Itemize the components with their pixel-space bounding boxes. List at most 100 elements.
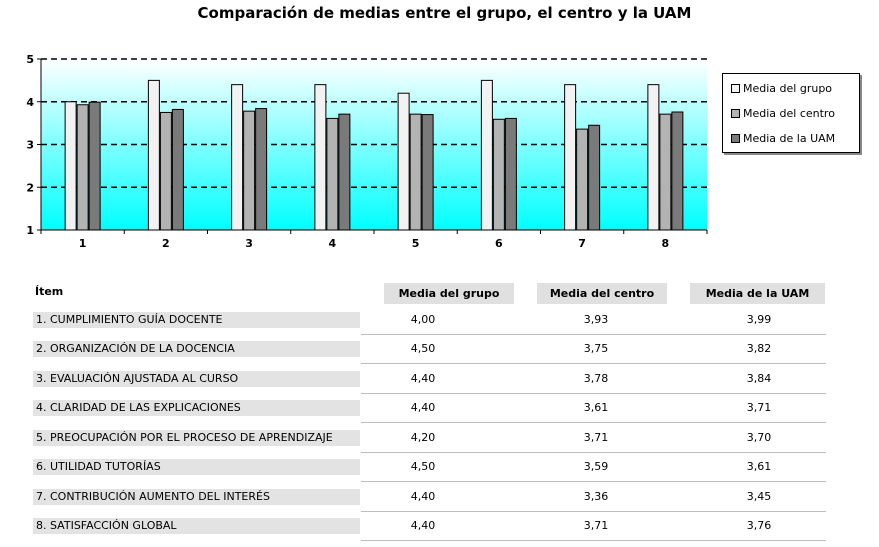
- bar: [659, 113, 672, 231]
- row-label: 1. CUMPLIMIENTO GUÍA DOCENTE: [33, 312, 360, 328]
- cell-uam: 3,45: [746, 490, 772, 503]
- y-tick-label: 5: [26, 53, 34, 66]
- legend-label: Media de la UAM: [743, 132, 836, 145]
- y-tick-label: 4: [26, 96, 34, 109]
- cell-centro: 3,75: [583, 342, 609, 355]
- table-row: 2. ORGANIZACIÓN DE LA DOCENCIA 4,50 3,75…: [0, 340, 879, 369]
- bar: [492, 118, 505, 231]
- table-row: 1. CUMPLIMIENTO GUÍA DOCENTE 4,00 3,93 3…: [0, 311, 879, 340]
- chart-legend: Media del grupo Media del centro Media de …: [722, 73, 860, 153]
- row-divider: [361, 481, 826, 482]
- row-label: 8. SATISFACCIÓN GLOBAL: [33, 518, 360, 534]
- bar: [171, 108, 184, 231]
- bar: [480, 79, 493, 231]
- bar: [421, 114, 434, 231]
- x-tick-label: 3: [245, 237, 253, 250]
- col-header-uam: Media de la UAM: [690, 283, 825, 304]
- bar: [255, 108, 268, 231]
- cell-uam: 3,84: [746, 372, 772, 385]
- cell-centro: 3,71: [583, 519, 609, 532]
- cell-uam: 3,71: [746, 401, 772, 414]
- row-divider: [361, 334, 826, 335]
- y-tick-label: 3: [26, 139, 34, 152]
- bar: [564, 84, 577, 231]
- cell-uam: 3,76: [746, 519, 772, 532]
- row-label: 4. CLARIDAD DE LAS EXPLICACIONES: [33, 400, 360, 416]
- x-tick-label: 6: [495, 237, 503, 250]
- legend-item: Media del grupo: [731, 82, 832, 95]
- legend-label: Media del centro: [743, 107, 835, 120]
- y-tick-label: 2: [26, 181, 34, 194]
- col-header-grupo: Media del grupo: [384, 283, 514, 304]
- row-label: 7. CONTRIBUCIÓN AUMENTO DEL INTERÉS: [33, 489, 360, 505]
- cell-centro: 3,78: [583, 372, 609, 385]
- y-tick-label: 1: [26, 224, 34, 237]
- bar: [671, 111, 684, 231]
- chart-title: Comparación de medias entre el grupo, el…: [197, 4, 692, 22]
- bar: [647, 84, 660, 231]
- col-header-centro: Media del centro: [537, 283, 667, 304]
- table-row: 3. EVALUACIÓN AJUSTADA AL CURSO 4,40 3,7…: [0, 370, 879, 399]
- table-row: 5. PREOCUPACIÓN POR EL PROCESO DE APREND…: [0, 429, 879, 458]
- cell-centro: 3,59: [583, 460, 609, 473]
- bar: [397, 92, 410, 231]
- x-tick-label: 8: [662, 237, 670, 250]
- cell-uam: 3,61: [746, 460, 772, 473]
- cell-grupo: 4,40: [410, 401, 436, 414]
- row-divider: [361, 540, 826, 541]
- x-tick-label: 4: [329, 237, 337, 250]
- row-divider: [361, 363, 826, 364]
- bar: [243, 110, 256, 231]
- bar: [88, 101, 101, 231]
- legend-item: Media del centro: [731, 107, 835, 120]
- legend-label: Media del grupo: [743, 82, 833, 95]
- cell-grupo: 4,40: [410, 372, 436, 385]
- legend-item: Media de la UAM: [731, 132, 835, 145]
- row-divider: [361, 393, 826, 394]
- table-row: 4. CLARIDAD DE LAS EXPLICACIONES 4,40 3,…: [0, 399, 879, 428]
- bar: [159, 111, 172, 231]
- bar: [64, 101, 77, 231]
- cell-uam: 3,82: [746, 342, 772, 355]
- cell-centro: 3,36: [583, 490, 609, 503]
- legend-swatch: [731, 134, 740, 143]
- bar: [147, 79, 160, 231]
- legend-swatch: [731, 109, 740, 118]
- bar: [231, 84, 244, 231]
- bar: [588, 124, 601, 231]
- table-row: 7. CONTRIBUCIÓN AUMENTO DEL INTERÉS 4,40…: [0, 488, 879, 517]
- table-header: Ítem Media del grupo Media del centro Me…: [0, 283, 879, 305]
- bar: [314, 84, 327, 231]
- cell-centro: 3,71: [583, 431, 609, 444]
- x-tick-label: 1: [79, 237, 87, 250]
- bar: [338, 113, 351, 231]
- bar: [504, 117, 517, 231]
- cell-grupo: 4,20: [410, 431, 436, 444]
- row-divider: [361, 452, 826, 453]
- row-label: 6. UTILIDAD TUTORÍAS: [33, 459, 360, 475]
- row-divider: [361, 422, 826, 423]
- x-tick-label: 2: [162, 237, 170, 250]
- cell-grupo: 4,40: [410, 519, 436, 532]
- cell-uam: 3,70: [746, 431, 772, 444]
- cell-uam: 3,99: [746, 313, 772, 326]
- legend-swatch: [731, 84, 740, 93]
- cell-centro: 3,61: [583, 401, 609, 414]
- x-tick-label: 5: [412, 237, 420, 250]
- item-column-header: Ítem: [35, 285, 64, 298]
- cell-grupo: 4,40: [410, 490, 436, 503]
- bar: [576, 128, 589, 231]
- row-label: 2. ORGANIZACIÓN DE LA DOCENCIA: [33, 341, 360, 357]
- row-divider: [361, 511, 826, 512]
- table-row: 6. UTILIDAD TUTORÍAS 4,50 3,59 3,61: [0, 458, 879, 487]
- cell-grupo: 4,00: [410, 313, 436, 326]
- cell-centro: 3,93: [583, 313, 609, 326]
- table-row: 8. SATISFACCIÓN GLOBAL 4,40 3,71 3,76: [0, 517, 879, 546]
- bar-chart: 1 2 3 4 5 1 2 3 4 5 6 7 8: [26, 53, 708, 250]
- row-label: 3. EVALUACIÓN AJUSTADA AL CURSO: [33, 371, 360, 387]
- cell-grupo: 4,50: [410, 342, 436, 355]
- cell-grupo: 4,50: [410, 460, 436, 473]
- x-tick-label: 7: [578, 237, 586, 250]
- bar: [326, 117, 339, 231]
- row-label: 5. PREOCUPACIÓN POR EL PROCESO DE APREND…: [33, 430, 360, 446]
